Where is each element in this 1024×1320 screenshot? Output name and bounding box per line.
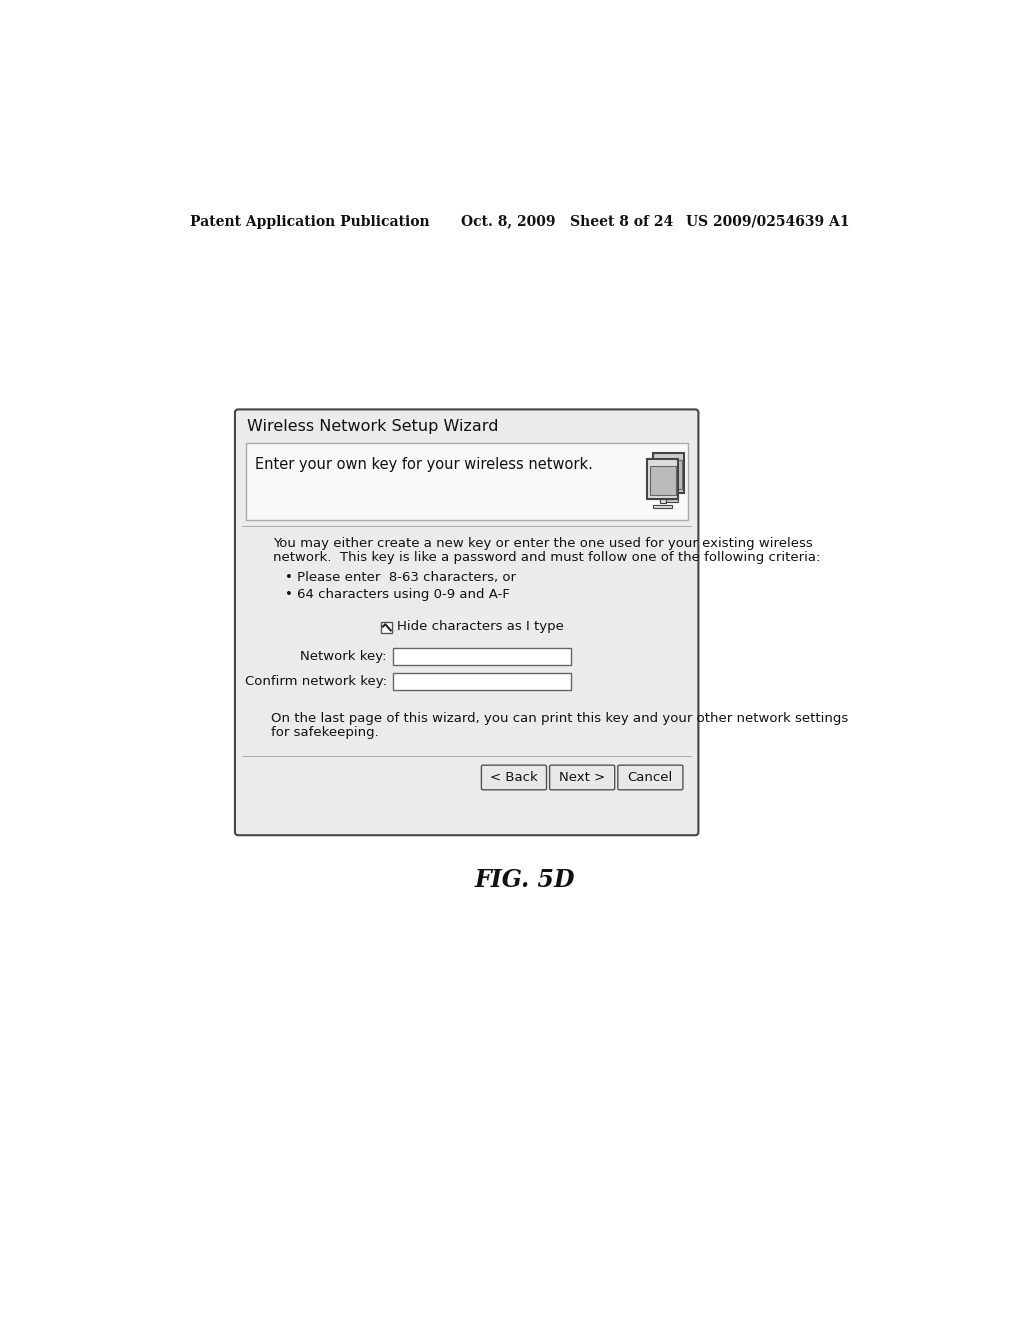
Text: You may either create a new key or enter the one used for your existing wireless: You may either create a new key or enter… <box>273 537 813 550</box>
Bar <box>655 461 682 488</box>
Text: On the last page of this wizard, you can print this key and your other network s: On the last page of this wizard, you can… <box>270 713 848 726</box>
Text: US 2009/0254639 A1: US 2009/0254639 A1 <box>686 215 850 228</box>
Bar <box>666 492 672 498</box>
Text: Network key:: Network key: <box>300 649 387 663</box>
Bar <box>649 466 676 495</box>
FancyBboxPatch shape <box>481 766 547 789</box>
FancyBboxPatch shape <box>617 766 683 789</box>
Bar <box>647 459 678 499</box>
Text: FIG. 5D: FIG. 5D <box>474 867 575 892</box>
Text: Hide characters as I type: Hide characters as I type <box>397 620 564 634</box>
Bar <box>659 499 678 502</box>
Bar <box>659 499 666 503</box>
Bar <box>381 622 392 632</box>
Text: Oct. 8, 2009   Sheet 8 of 24: Oct. 8, 2009 Sheet 8 of 24 <box>461 215 674 228</box>
Text: network.  This key is like a password and must follow one of the following crite: network. This key is like a password and… <box>273 550 820 564</box>
Text: Next >: Next > <box>559 771 605 784</box>
Bar <box>653 453 684 492</box>
Text: < Back: < Back <box>490 771 538 784</box>
Text: for safekeeping.: for safekeeping. <box>270 726 378 739</box>
FancyBboxPatch shape <box>234 409 698 836</box>
Text: Confirm network key:: Confirm network key: <box>245 675 387 688</box>
Bar <box>393 648 571 665</box>
Text: • Please enter  8-63 characters, or: • Please enter 8-63 characters, or <box>285 570 515 583</box>
Text: Cancel: Cancel <box>628 771 673 784</box>
Bar <box>393 673 571 689</box>
Bar <box>240 412 693 441</box>
Text: Patent Application Publication: Patent Application Publication <box>190 215 430 228</box>
Text: • 64 characters using 0-9 and A-F: • 64 characters using 0-9 and A-F <box>285 587 509 601</box>
Bar <box>653 504 672 508</box>
Text: Enter your own key for your wireless network.: Enter your own key for your wireless net… <box>255 457 593 473</box>
Text: Wireless Network Setup Wizard: Wireless Network Setup Wizard <box>248 418 499 434</box>
Bar <box>246 444 687 520</box>
FancyBboxPatch shape <box>550 766 614 789</box>
